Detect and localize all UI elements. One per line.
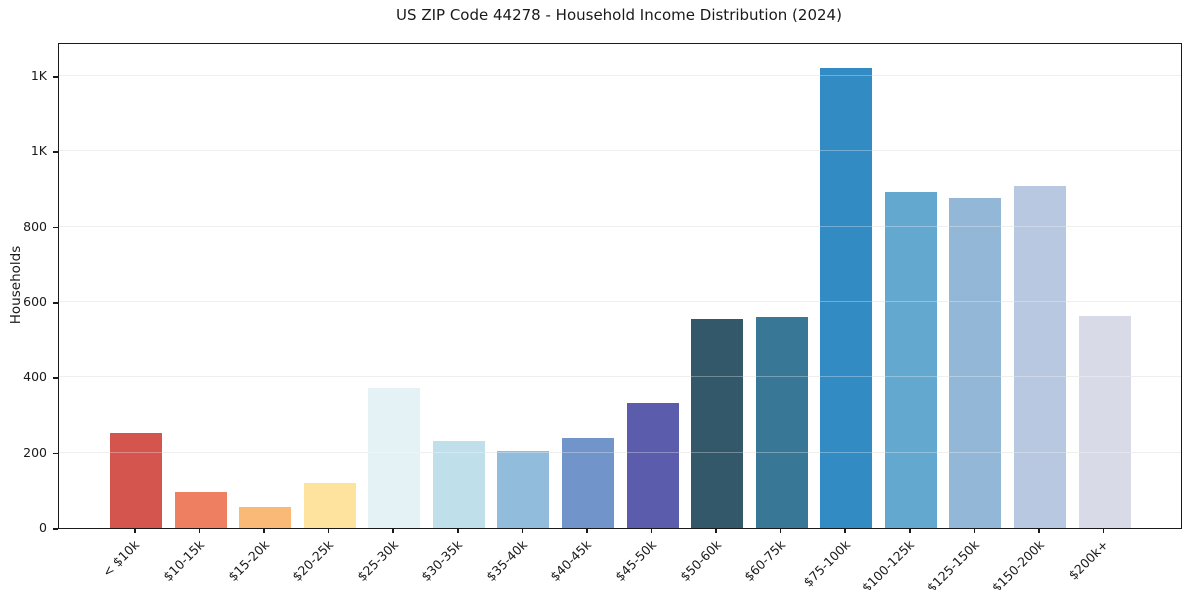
y-tick-mark — [53, 452, 58, 455]
gridline-1000 — [59, 150, 1181, 152]
y-tick-label: 200 — [23, 444, 47, 460]
x-tick-label: $60-75k — [741, 537, 789, 585]
y-tick-label: 0 — [39, 520, 47, 535]
x-tick-label: $50-60k — [676, 537, 724, 585]
x-tick-mark — [650, 528, 653, 533]
bar-45-50k — [626, 402, 679, 528]
bar-10k — [110, 433, 162, 528]
x-tick-mark — [844, 528, 847, 533]
x-tick-mark — [134, 528, 136, 533]
gridline-200 — [59, 451, 1181, 453]
y-tick-label: 600 — [23, 294, 47, 309]
x-axis: < $10k $10-15k $15-20k $20-25k $25-30k $30-35… — [58, 528, 1180, 590]
gridline-600 — [59, 301, 1181, 303]
y-tick-label: 1K — [30, 68, 47, 83]
x-tick-label: $25-30k — [353, 537, 401, 585]
gridline-overlay-600 — [59, 301, 1181, 303]
x-tick-label: $10-15k — [160, 537, 208, 585]
x-tick-mark — [263, 528, 265, 533]
bar-15-20k — [239, 506, 292, 528]
x-tick-mark — [1038, 528, 1040, 533]
y-tick-mark — [53, 226, 58, 229]
bar-200k+ — [1078, 315, 1131, 528]
x-tick-mark — [909, 528, 911, 533]
gridline-overlay-400 — [59, 376, 1181, 378]
x-tick-label: $20-25k — [289, 537, 337, 585]
bar-40-45k — [561, 437, 614, 528]
x-tick-mark — [715, 528, 717, 533]
bar-50-60k — [691, 319, 744, 528]
gridline-overlay-1000 — [59, 150, 1181, 152]
x-tick-mark — [392, 528, 395, 533]
bar-35-40k — [497, 450, 550, 528]
x-tick-mark — [586, 528, 588, 533]
x-tick-mark — [198, 528, 201, 533]
plot-area — [58, 43, 1182, 529]
x-tick-mark — [779, 528, 782, 533]
gridline-overlay-1200 — [59, 75, 1181, 77]
y-tick-mark — [53, 76, 58, 78]
y-axis: 0 200 400 600 800 1K 1K — [0, 43, 58, 535]
y-tick-mark — [53, 528, 58, 530]
x-tick-mark — [1102, 528, 1105, 533]
y-tick-mark — [53, 151, 58, 153]
y-tick-label: 400 — [23, 369, 47, 385]
x-tick-mark — [521, 528, 524, 533]
gridline-1200 — [59, 75, 1181, 77]
bar-25-30k — [368, 387, 421, 528]
bar-150-200k — [1013, 185, 1066, 528]
gridline-overlay-800 — [59, 225, 1181, 227]
y-tick-label: 800 — [23, 218, 47, 234]
x-tick-label: $200k+ — [1065, 537, 1112, 583]
x-tick-mark — [457, 528, 459, 533]
x-tick-mark — [327, 528, 330, 533]
bar-10-15k — [174, 492, 227, 528]
bar-100-125k — [884, 191, 937, 528]
gridline-400 — [59, 376, 1181, 378]
gridline-overlay-200 — [59, 451, 1181, 453]
bar-125-150k — [949, 198, 1002, 528]
bar-60-75k — [755, 316, 808, 528]
x-tick-label: $35-40k — [482, 537, 530, 585]
x-tick-label: $100-125k — [859, 537, 918, 590]
x-tick-mark — [973, 528, 976, 533]
bar-30-35k — [432, 441, 485, 528]
x-tick-label: $125-150k — [923, 537, 982, 590]
x-tick-label: $75-100k — [800, 537, 853, 590]
bar-75-100k — [820, 68, 873, 528]
x-tick-label: < $10k — [99, 537, 143, 580]
y-tick-mark — [53, 302, 58, 304]
x-tick-label: $40-45k — [547, 537, 595, 585]
y-tick-mark — [53, 377, 58, 379]
y-tick-label: 1K — [30, 143, 47, 159]
gridline-800 — [59, 225, 1181, 227]
x-tick-label: $45-50k — [612, 537, 660, 585]
x-tick-label: $30-35k — [418, 537, 466, 585]
x-tick-label: $15-20k — [224, 537, 272, 585]
chart-title: US ZIP Code 44278 - Household Income Dis… — [396, 6, 842, 24]
bar-20-25k — [303, 482, 356, 528]
x-tick-label: $150-200k — [988, 537, 1047, 590]
